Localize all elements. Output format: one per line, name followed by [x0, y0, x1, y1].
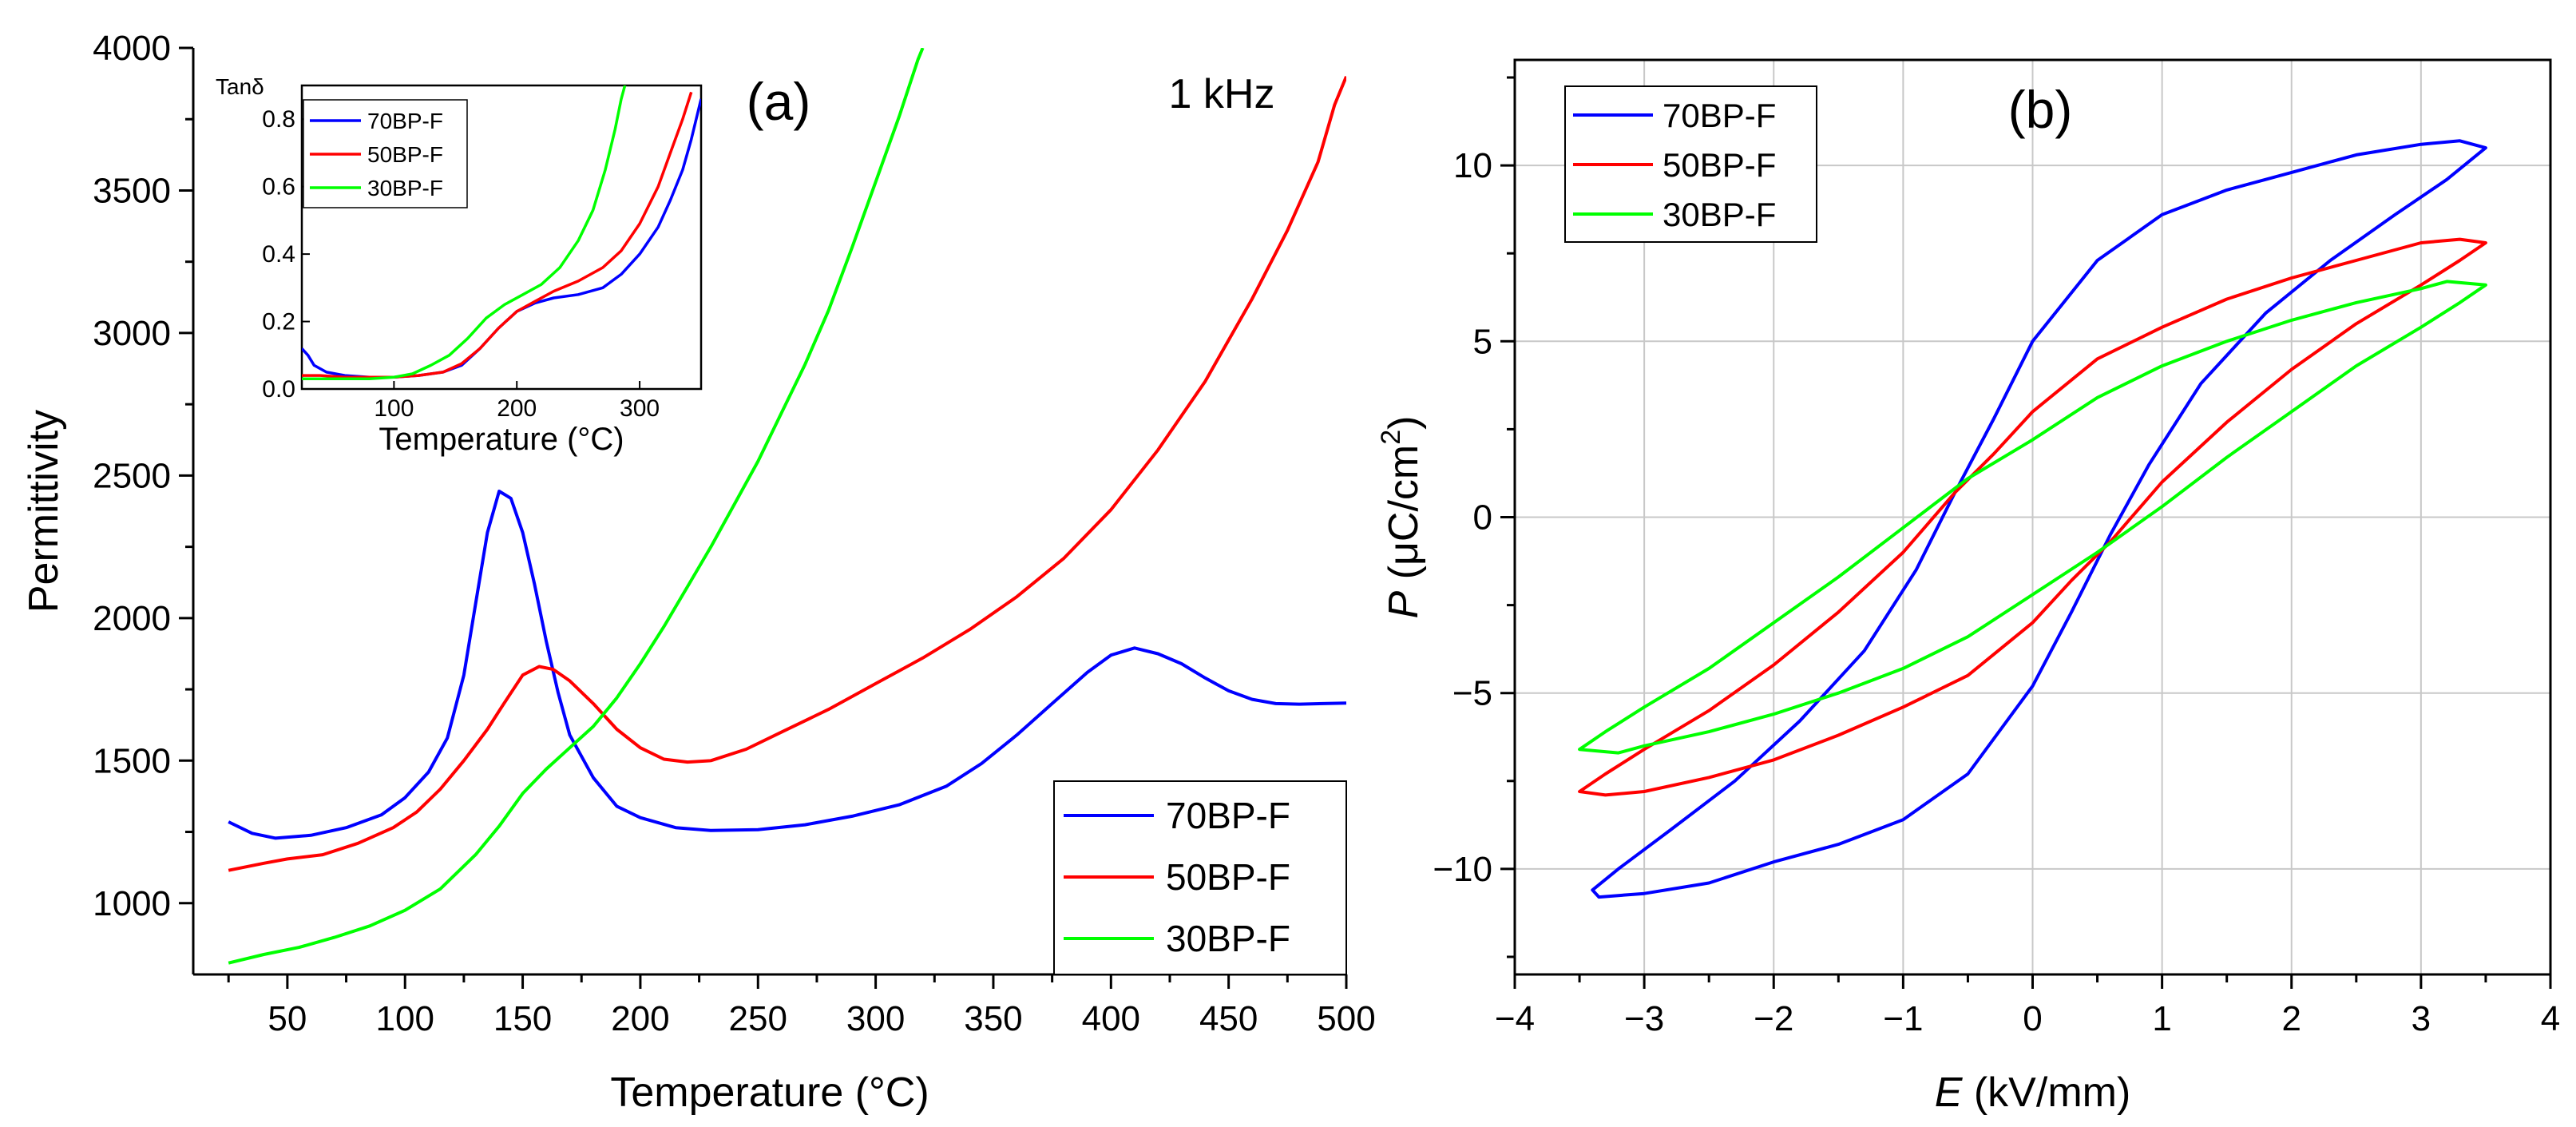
loop-50BP-F [1578, 237, 2487, 797]
y-tick-label: 4000 [93, 29, 171, 68]
inset-legend-label: 30BP-F [367, 176, 443, 200]
x-tick-label: 450 [1199, 999, 1258, 1038]
panel-label-b: (b) [2008, 80, 2073, 139]
inset-legend-label: 50BP-F [367, 142, 443, 167]
x-tick-label: 150 [493, 999, 552, 1038]
inset-y-tick-label: 0.6 [262, 174, 295, 200]
inset-y-axis-label: Tanδ [216, 74, 264, 99]
inset-y-tick-label: 0.4 [262, 241, 295, 268]
x-tick-label: 300 [846, 999, 905, 1038]
legend-label-b: 30BP-F [1663, 196, 1776, 233]
legend-label: 70BP-F [1166, 795, 1290, 836]
series-line-50BP-F [228, 75, 1346, 872]
legend-label-b: 70BP-F [1663, 97, 1776, 134]
loop-30BP-F [1578, 280, 2487, 755]
x-tick-label: −2 [1754, 999, 1793, 1038]
x-axis-label-b: E (kV/mm) [1935, 1069, 2131, 1116]
series-group [228, 48, 1346, 965]
inset-y-tick-label: 0.2 [262, 309, 295, 335]
y-axis-unit-close: ) [1381, 416, 1427, 430]
inset-legend-label: 70BP-F [367, 109, 443, 133]
legend-label: 50BP-F [1166, 856, 1290, 898]
panel-a: 50 100 150 200 250 300 350 400 450 500 1000 1500 200… [21, 29, 1376, 1116]
x-tick-label: −4 [1495, 999, 1535, 1038]
x-tick-label: 50 [268, 999, 307, 1038]
x-tick-label: −3 [1624, 999, 1664, 1038]
y-tick-label: 5 [1473, 322, 1492, 361]
x-tick-label: 400 [1082, 999, 1140, 1038]
x-axis-label: Temperature (°C) [610, 1069, 929, 1116]
x-tick-label: 0 [2023, 999, 2042, 1038]
x-tick-label: 250 [729, 999, 787, 1038]
y-tick-label: 1500 [93, 741, 171, 780]
inset-series-group [302, 85, 701, 381]
inset-y-tick-label: 0.8 [262, 106, 295, 133]
inset-legend-box [303, 99, 468, 208]
x-tick-label: 350 [964, 999, 1022, 1038]
y-axis-unit-superscript: 2 [1376, 430, 1406, 445]
y-tick-label: 10 [1453, 146, 1492, 185]
y-tick-label: 1000 [93, 884, 171, 923]
y-axis-label: Permittivity [21, 410, 67, 613]
y-tick-label: 3000 [93, 314, 171, 353]
x-tick-label: 200 [611, 999, 669, 1038]
x-tick-label: 1 [2152, 999, 2171, 1038]
x-axis-var: E [1935, 1069, 1964, 1116]
x-tick-label: 2 [2282, 999, 2301, 1038]
inset-x-tick-label: 100 [374, 395, 414, 422]
series-line-30BP-F [228, 48, 925, 965]
x-tick-label: 3 [2412, 999, 2431, 1038]
inset-x-tick-label: 300 [620, 395, 660, 422]
y-tick-label: 0 [1473, 498, 1492, 538]
x-tick-label: 500 [1317, 999, 1375, 1038]
y-axis-unit: (μC/cm [1381, 445, 1427, 591]
x-tick-label: −1 [1883, 999, 1923, 1038]
y-tick-label: 2000 [93, 599, 171, 638]
series-line-70BP-F [228, 490, 1346, 840]
inset-x-tick-label: 200 [497, 395, 537, 422]
y-axis-label-b: P (μC/cm2) [1376, 416, 1427, 619]
y-tick-label: −10 [1433, 850, 1492, 889]
y-tick-label: 3500 [93, 171, 171, 210]
y-tick-label: 2500 [93, 456, 171, 495]
inset-x-axis-label: Temperature (°C) [378, 422, 624, 457]
x-axis-unit: (kV/mm) [1962, 1069, 2130, 1116]
legend-label: 30BP-F [1166, 918, 1290, 959]
x-tick-label: 4 [2541, 999, 2560, 1038]
y-tick-label: −5 [1452, 674, 1492, 713]
legend-label-b: 50BP-F [1663, 146, 1776, 184]
y-axis-var: P [1381, 590, 1427, 618]
inset-y-tick-label: 0.0 [262, 376, 295, 403]
series-group-b [1578, 139, 2487, 899]
inset-series-line-30BP-F [302, 85, 627, 381]
x-tick-label: 100 [376, 999, 434, 1038]
panel-label-a: (a) [747, 72, 811, 131]
frequency-label: 1 kHz [1169, 71, 1275, 117]
loop-70BP-F [1591, 139, 2487, 899]
